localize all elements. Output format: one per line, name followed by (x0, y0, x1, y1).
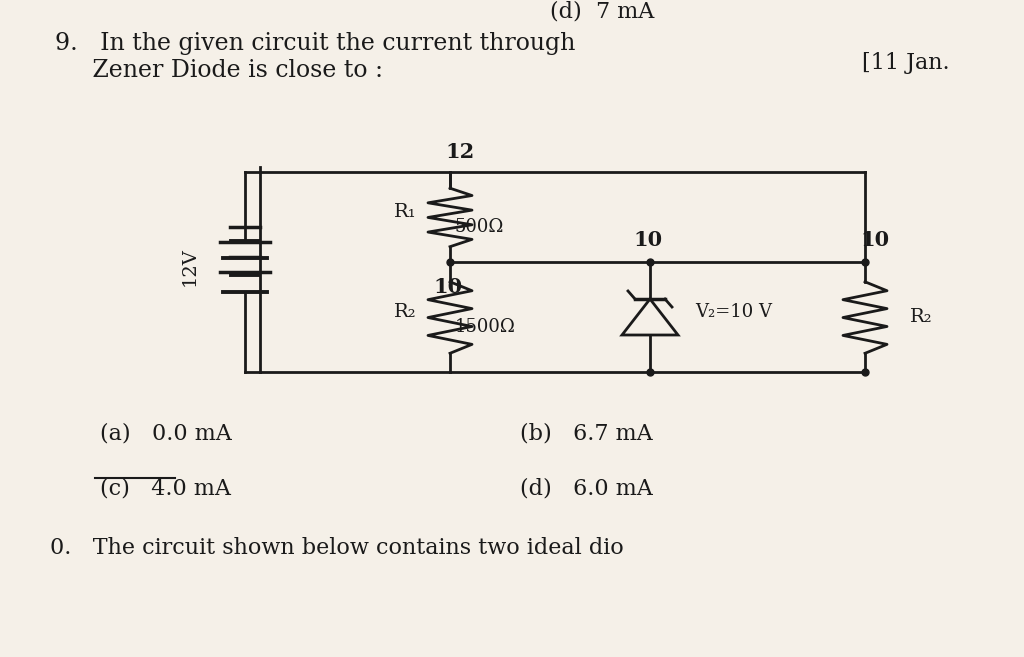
Text: 10: 10 (860, 230, 890, 250)
Text: V₂=10 V: V₂=10 V (695, 303, 772, 321)
Text: 10: 10 (634, 230, 663, 250)
Text: 10: 10 (433, 277, 463, 297)
Text: 12V: 12V (181, 248, 199, 286)
Text: 1500Ω: 1500Ω (455, 318, 516, 336)
Text: R₂: R₂ (393, 303, 417, 321)
Text: (d)   6.0 mA: (d) 6.0 mA (520, 477, 652, 499)
Text: [11 Jan.: [11 Jan. (862, 52, 950, 74)
Text: 0.   The circuit shown below contains two ideal dio: 0. The circuit shown below contains two … (50, 537, 624, 559)
Text: R₂: R₂ (910, 308, 933, 326)
Text: 500Ω: 500Ω (455, 218, 505, 236)
Text: 9.   In the given circuit the current through
     Zener Diode is close to :: 9. In the given circuit the current thro… (55, 32, 575, 81)
Text: (b)   6.7 mA: (b) 6.7 mA (520, 422, 652, 444)
Text: R₁: R₁ (393, 203, 417, 221)
Text: (a)   0.0 mA: (a) 0.0 mA (100, 422, 231, 444)
Text: (c)   4.0 mA: (c) 4.0 mA (100, 477, 230, 499)
Text: 12: 12 (445, 142, 475, 162)
Text: (d)  7 mA: (d) 7 mA (550, 0, 654, 22)
